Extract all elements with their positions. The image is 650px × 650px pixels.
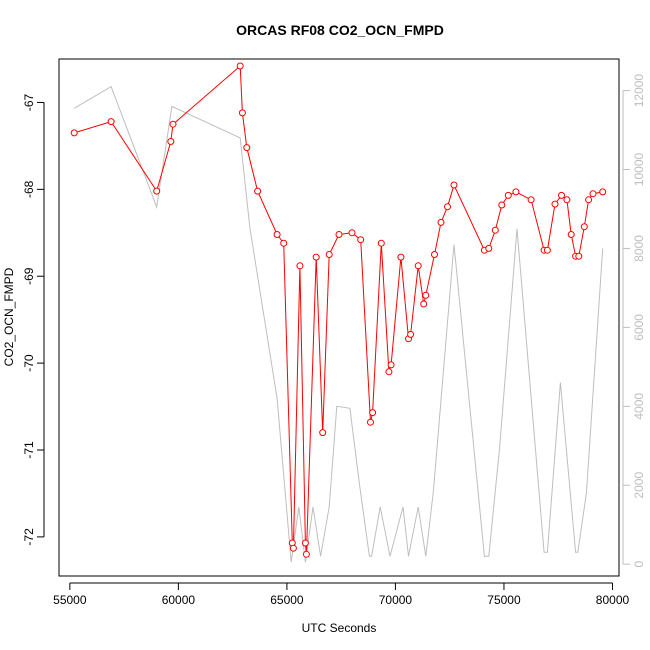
data-point — [580, 223, 588, 231]
y-tick-label: -72 — [22, 528, 36, 546]
y-tick-label: -68 — [22, 180, 36, 198]
data-point — [512, 188, 520, 196]
data-point — [563, 196, 571, 204]
y-tick-label: -70 — [22, 354, 36, 372]
x-axis-label: UTC Seconds — [302, 621, 377, 635]
data-point — [551, 200, 559, 208]
x-tick-label: 65000 — [270, 593, 304, 607]
data-point — [254, 187, 262, 195]
y2-tick-label: 2000 — [632, 472, 646, 499]
data-point — [420, 300, 428, 308]
data-point — [296, 262, 304, 270]
data-point — [70, 129, 78, 137]
data-point — [319, 429, 327, 437]
data-point — [107, 118, 115, 126]
x-tick-label: 60000 — [162, 593, 196, 607]
y-tick-label: -69 — [22, 267, 36, 285]
data-point — [312, 253, 320, 261]
data-point — [348, 229, 356, 237]
data-point — [167, 138, 175, 145]
data-point — [385, 368, 393, 376]
plot-frame — [58, 58, 620, 577]
data-point — [567, 231, 575, 238]
data-point — [543, 246, 551, 254]
x-axis: 55000 60000 65000 70000 75000 80000 — [53, 582, 630, 607]
chart-title: ORCAS RF08 CO2_OCN_FMPD — [236, 22, 444, 38]
data-point — [498, 201, 506, 209]
data-point — [238, 109, 246, 117]
data-point — [301, 539, 309, 547]
data-point — [504, 191, 512, 199]
data-point — [444, 203, 451, 211]
y-tick-label: -71 — [22, 441, 36, 459]
data-point — [575, 252, 583, 260]
y2-tick-label: 10000 — [632, 152, 646, 186]
y2-tick-label: 4000 — [632, 393, 646, 420]
y-axis: -72 -71 -70 -69 -68 -67 — [22, 93, 45, 546]
primary-series — [70, 62, 607, 558]
data-point — [422, 291, 430, 299]
y2-axis: 0 2000 4000 6000 8000 10000 12000 — [622, 74, 646, 568]
data-point — [367, 418, 374, 426]
x-tick-label: 70000 — [379, 593, 413, 607]
data-point — [397, 253, 405, 261]
data-point — [169, 120, 177, 128]
data-point — [450, 181, 458, 189]
data-point — [377, 239, 385, 247]
data-point — [243, 144, 251, 152]
data-point — [599, 188, 607, 196]
data-point — [289, 544, 297, 552]
y2-tick-label: 12000 — [632, 74, 646, 108]
data-point — [485, 244, 493, 252]
data-point — [585, 196, 593, 204]
y-axis-label: CO2_OCN_FMPD — [2, 267, 16, 366]
data-point — [387, 361, 395, 369]
secondary-series — [73, 85, 604, 563]
data-point — [431, 251, 438, 258]
data-point — [302, 550, 310, 558]
y2-tick-label: 0 — [632, 561, 646, 568]
data-point — [491, 226, 499, 234]
x-tick-label: 75000 — [487, 593, 521, 607]
secondary-series-line — [73, 85, 604, 563]
data-point — [369, 409, 377, 417]
y2-tick-label: 6000 — [632, 314, 646, 341]
data-point — [437, 218, 445, 226]
data-point — [407, 330, 415, 338]
data-point — [357, 236, 365, 244]
data-point — [273, 231, 281, 238]
data-point — [414, 262, 422, 270]
x-tick-label: 55000 — [53, 593, 87, 607]
data-point — [527, 196, 535, 204]
data-point — [280, 239, 288, 247]
data-point — [335, 231, 343, 238]
y-tick-label: -67 — [22, 93, 36, 111]
data-point — [589, 190, 597, 198]
data-point — [153, 187, 161, 195]
data-point — [236, 62, 244, 70]
data-point — [325, 251, 333, 258]
y2-tick-label: 8000 — [632, 235, 646, 262]
data-point — [558, 191, 565, 199]
x-tick-label: 80000 — [596, 593, 630, 607]
